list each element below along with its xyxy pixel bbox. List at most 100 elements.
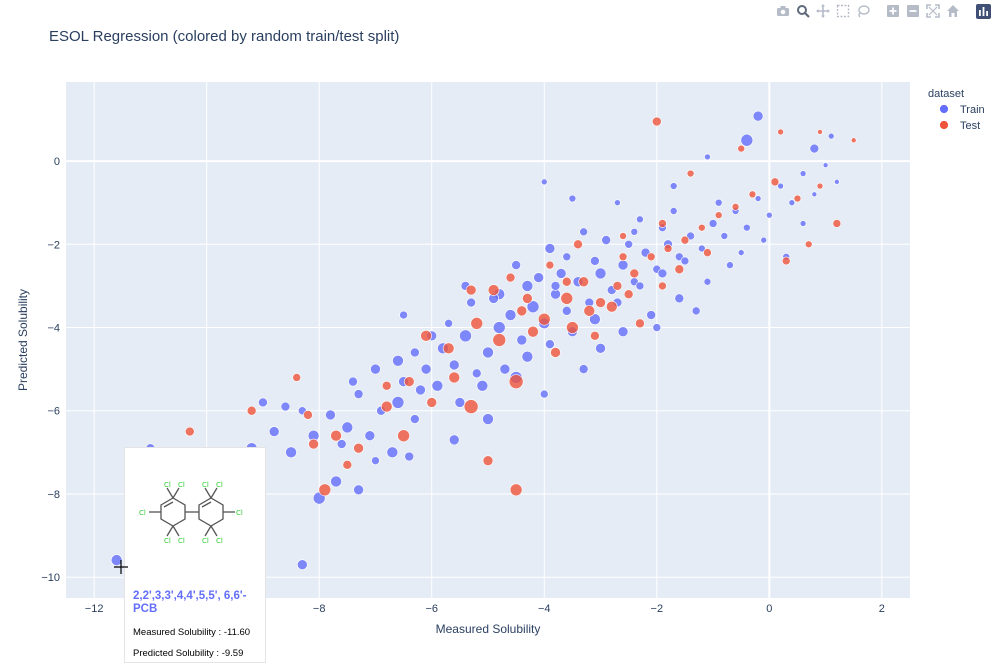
data-point-test[interactable] bbox=[184, 426, 195, 437]
plotly-logo-icon[interactable] bbox=[975, 3, 991, 19]
data-point-train[interactable] bbox=[482, 413, 494, 425]
data-point-test[interactable] bbox=[342, 460, 353, 470]
legend[interactable]: dataset Train Test bbox=[928, 88, 985, 132]
data-point-test[interactable] bbox=[658, 219, 667, 228]
data-point-test[interactable] bbox=[448, 371, 461, 384]
data-point-train[interactable] bbox=[386, 446, 399, 459]
data-point-train[interactable] bbox=[799, 220, 807, 227]
data-point-test[interactable] bbox=[442, 342, 455, 355]
data-point-test[interactable] bbox=[550, 347, 561, 358]
data-point-train[interactable] bbox=[511, 260, 521, 270]
home-icon[interactable] bbox=[945, 3, 961, 19]
data-point-test[interactable] bbox=[527, 325, 539, 338]
autoscale-icon[interactable] bbox=[925, 3, 941, 19]
data-point-train[interactable] bbox=[579, 227, 588, 237]
data-point-train[interactable] bbox=[708, 219, 718, 228]
data-point-test[interactable] bbox=[537, 312, 551, 326]
data-point-test[interactable] bbox=[731, 203, 740, 211]
data-point-test[interactable] bbox=[663, 244, 673, 253]
camera-icon[interactable] bbox=[775, 3, 791, 19]
data-point-test[interactable] bbox=[426, 397, 438, 408]
data-point-train[interactable] bbox=[459, 329, 472, 343]
data-point-test[interactable] bbox=[619, 232, 627, 240]
data-point-train[interactable] bbox=[669, 182, 678, 190]
data-point-test[interactable] bbox=[330, 429, 342, 442]
data-point-test[interactable] bbox=[381, 380, 392, 391]
data-point-train[interactable] bbox=[280, 401, 291, 412]
data-point-train[interactable] bbox=[680, 256, 690, 266]
data-point-test[interactable] bbox=[832, 219, 842, 228]
data-point-train[interactable] bbox=[420, 363, 432, 375]
data-point-test[interactable] bbox=[246, 405, 257, 416]
data-point-test[interactable] bbox=[318, 483, 332, 497]
data-point-train[interactable] bbox=[399, 310, 408, 320]
data-point-test[interactable] bbox=[380, 400, 393, 413]
data-point-train[interactable] bbox=[448, 434, 460, 446]
data-point-train[interactable] bbox=[297, 559, 308, 571]
data-point-test[interactable] bbox=[583, 305, 596, 317]
data-point-train[interactable] bbox=[720, 232, 729, 240]
data-point-train[interactable] bbox=[110, 554, 123, 566]
data-point-train[interactable] bbox=[617, 259, 629, 271]
data-point-train[interactable] bbox=[752, 110, 764, 122]
zoom-icon[interactable] bbox=[795, 3, 811, 19]
data-point-test[interactable] bbox=[573, 239, 583, 250]
data-point-train[interactable] bbox=[476, 379, 489, 392]
data-point-test[interactable] bbox=[804, 240, 813, 249]
data-point-train[interactable] bbox=[444, 319, 453, 328]
data-points[interactable] bbox=[110, 110, 857, 571]
data-point-train[interactable] bbox=[448, 359, 460, 371]
data-point-test[interactable] bbox=[698, 223, 706, 232]
data-point-train[interactable] bbox=[635, 281, 645, 291]
legend-item-train[interactable]: Train bbox=[939, 104, 985, 116]
data-point-test[interactable] bbox=[566, 321, 579, 334]
data-point-train[interactable] bbox=[325, 409, 336, 421]
data-point-test[interactable] bbox=[545, 260, 555, 270]
data-point-train[interactable] bbox=[544, 243, 556, 254]
data-point-train[interactable] bbox=[617, 326, 629, 337]
data-point-test[interactable] bbox=[817, 129, 823, 135]
data-point-train[interactable] bbox=[578, 364, 589, 374]
data-point-test[interactable] bbox=[353, 442, 364, 454]
zoom-out-icon[interactable] bbox=[905, 3, 921, 19]
data-point-train[interactable] bbox=[703, 277, 712, 286]
data-point-test[interactable] bbox=[465, 284, 477, 296]
data-point-train[interactable] bbox=[714, 198, 723, 207]
data-point-train[interactable] bbox=[743, 223, 751, 232]
data-point-train[interactable] bbox=[766, 211, 773, 219]
data-point-test[interactable] bbox=[714, 211, 723, 219]
data-point-test[interactable] bbox=[578, 276, 589, 288]
data-point-train[interactable] bbox=[799, 170, 807, 177]
data-point-train[interactable] bbox=[777, 182, 784, 190]
data-point-train[interactable] bbox=[811, 191, 818, 198]
data-point-test[interactable] bbox=[509, 483, 523, 497]
data-point-train[interactable] bbox=[589, 313, 601, 325]
data-point-test[interactable] bbox=[612, 281, 623, 291]
data-point-train[interactable] bbox=[482, 346, 494, 359]
data-point-train[interactable] bbox=[545, 339, 555, 349]
data-point-train[interactable] bbox=[561, 306, 572, 316]
data-point-test[interactable] bbox=[674, 264, 685, 275]
data-point-train[interactable] bbox=[370, 363, 381, 375]
data-point-train[interactable] bbox=[568, 194, 577, 203]
data-point-test[interactable] bbox=[482, 455, 494, 466]
data-point-train[interactable] bbox=[594, 267, 607, 280]
data-point-train[interactable] bbox=[410, 347, 420, 358]
data-point-train[interactable] bbox=[555, 268, 567, 279]
data-point-train[interactable] bbox=[590, 256, 600, 266]
data-point-test[interactable] bbox=[850, 137, 857, 144]
data-point-train[interactable] bbox=[521, 280, 534, 292]
data-point-test[interactable] bbox=[629, 268, 640, 279]
data-point-train[interactable] bbox=[562, 252, 572, 262]
data-point-train[interactable] bbox=[540, 178, 548, 186]
data-point-train[interactable] bbox=[601, 235, 611, 245]
data-point-test[interactable] bbox=[487, 284, 500, 296]
data-point-test[interactable] bbox=[308, 438, 319, 450]
data-point-train[interactable] bbox=[636, 215, 644, 224]
data-point-train[interactable] bbox=[410, 414, 420, 424]
data-point-train[interactable] bbox=[550, 281, 561, 291]
data-point-test[interactable] bbox=[686, 169, 695, 178]
data-point-train[interactable] bbox=[669, 207, 678, 215]
data-point-train[interactable] bbox=[827, 132, 835, 140]
data-point-train[interactable] bbox=[431, 379, 444, 392]
